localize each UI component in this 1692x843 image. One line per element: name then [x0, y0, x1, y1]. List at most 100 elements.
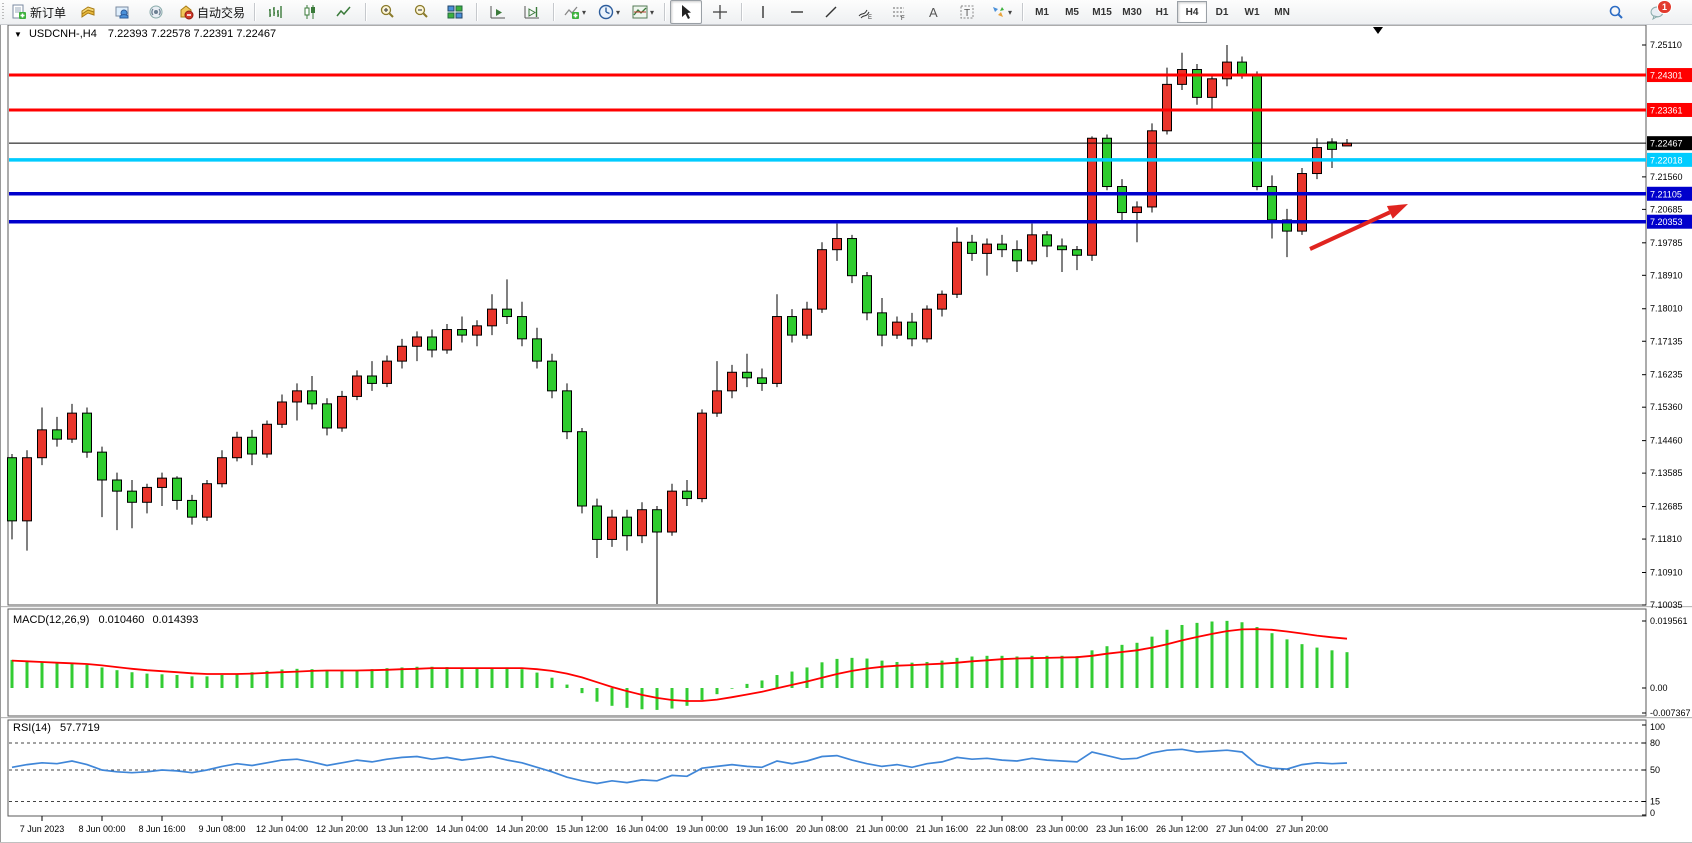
price-tick-label: 7.15360 — [1650, 402, 1683, 412]
text-icon: A — [925, 4, 941, 20]
candle-body — [202, 483, 212, 518]
trendline-button[interactable] — [815, 0, 847, 24]
annotation-arrow-line[interactable] — [1309, 210, 1391, 251]
candle-body — [247, 436, 257, 455]
candle-body — [307, 390, 317, 405]
horizontal-line-icon — [789, 4, 805, 20]
price-tick-label: 7.19785 — [1650, 238, 1683, 248]
chart-shift-marker-icon[interactable] — [1373, 27, 1383, 34]
price-tick-label: 7.13585 — [1650, 468, 1683, 478]
time-tick-label: 21 Jun 16:00 — [916, 824, 968, 834]
macd-main-value: 0.010460 — [98, 614, 145, 626]
timeframe-w1[interactable]: W1 — [1244, 6, 1260, 18]
timeframe-group: M1 M5 M15 M30 H1 H4 D1 W1 MN — [1027, 1, 1297, 23]
time-tick-label: 23 Jun 00:00 — [1036, 824, 1088, 834]
chart-shift-button[interactable] — [516, 0, 548, 24]
indicators-button[interactable]: ▾ — [559, 0, 591, 24]
candle-body — [577, 431, 587, 507]
timeframe-m5[interactable]: M5 — [1065, 6, 1079, 18]
rsi-value: 57.7719 — [59, 722, 100, 734]
toolbar-separator — [476, 3, 478, 21]
timeframe-m30[interactable]: M30 — [1122, 6, 1142, 18]
toolbar-grip[interactable] — [2, 3, 4, 21]
search-button[interactable] — [1600, 0, 1632, 24]
templates-button[interactable]: ▾ — [627, 0, 659, 24]
bar-chart-button[interactable] — [260, 0, 292, 24]
svg-text:A: A — [929, 5, 938, 20]
chart-expander-icon[interactable]: ▼ — [14, 30, 22, 39]
candle-body — [337, 395, 347, 429]
candle-body — [1117, 186, 1127, 214]
text-label-button[interactable]: T — [951, 0, 983, 24]
signals-button[interactable] — [140, 0, 172, 24]
tile-windows-button[interactable] — [439, 0, 471, 24]
macd-signal-value: 0.014393 — [152, 614, 199, 626]
autotrading-icon — [178, 4, 194, 20]
rsi-tick-label: 15 — [1650, 797, 1660, 807]
chat-icon: 1 — [1649, 0, 1672, 20]
time-tick-label: 22 Jun 08:00 — [976, 824, 1028, 834]
candle-body — [457, 329, 467, 336]
timeframe-h4[interactable]: H4 — [1177, 1, 1208, 23]
line-chart-button[interactable] — [328, 0, 360, 24]
new-order-button[interactable]: 新订单 — [7, 0, 70, 24]
candle-body — [667, 490, 677, 533]
annotation-arrow-head[interactable] — [1386, 204, 1408, 219]
market-watch-button[interactable] — [72, 0, 104, 24]
chart-shift-icon — [524, 4, 540, 20]
terminal-button[interactable] — [106, 0, 138, 24]
price-tick-label: 7.25110 — [1650, 40, 1682, 50]
zoom-out-button[interactable] — [405, 0, 437, 24]
candlestick-button[interactable] — [294, 0, 326, 24]
tile-windows-icon — [447, 4, 463, 20]
equidistant-channel-icon: E — [857, 4, 873, 20]
toolbar-separator — [741, 3, 743, 21]
periods-button[interactable]: ▾ — [593, 0, 625, 24]
candle-body — [562, 390, 572, 433]
candle-body — [22, 457, 32, 522]
price-badge-resistance-lower — [1647, 102, 1692, 117]
ohlc-values: 7.22393 7.22578 7.22391 7.22467 — [107, 28, 277, 40]
timeframe-mn[interactable]: MN — [1274, 6, 1290, 18]
candle-body — [112, 479, 122, 492]
price-tick-label: 7.20685 — [1650, 204, 1683, 214]
time-tick-label: 7 Jun 2023 — [20, 824, 65, 834]
candle-body — [52, 429, 62, 440]
auto-scroll-button[interactable] — [482, 0, 514, 24]
time-tick-label: 14 Jun 04:00 — [436, 824, 488, 834]
candle-body — [547, 360, 557, 392]
price-tick-label: 7.17135 — [1650, 336, 1683, 346]
equidistant-channel-button[interactable]: E — [849, 0, 881, 24]
candle-body — [532, 338, 542, 362]
candle-body — [727, 371, 737, 392]
price-tick-label: 7.21560 — [1650, 172, 1683, 182]
candle-body — [772, 316, 782, 384]
text-label-icon: T — [959, 4, 975, 20]
price-badge-level-cyan — [1647, 152, 1692, 167]
vertical-line-button[interactable] — [747, 0, 779, 24]
candle-body — [472, 325, 482, 336]
price-badge-label: 7.22018 — [1650, 155, 1683, 165]
text-button[interactable]: A — [917, 0, 949, 24]
time-tick-label: 27 Jun 20:00 — [1276, 824, 1328, 834]
arrows-button[interactable]: ▾ — [985, 0, 1017, 24]
crosshair-button[interactable] — [704, 0, 736, 24]
cursor-button[interactable] — [670, 0, 703, 24]
chat-button[interactable]: 1 — [1641, 0, 1673, 24]
zoom-in-button[interactable] — [371, 0, 403, 24]
horizontal-line-button[interactable] — [781, 0, 813, 24]
fibonacci-button[interactable]: F — [883, 0, 915, 24]
timeframe-d1[interactable]: D1 — [1215, 6, 1229, 18]
candle-body — [712, 390, 722, 414]
fibonacci-icon: F — [891, 4, 907, 20]
timeframe-m15[interactable]: M15 — [1092, 6, 1112, 18]
candle-body — [67, 412, 77, 440]
timeframe-h1[interactable]: H1 — [1155, 6, 1169, 18]
candle-body — [1027, 234, 1037, 262]
svg-text:T: T — [964, 8, 970, 19]
autotrading-button[interactable]: 自动交易 — [174, 0, 249, 24]
timeframe-m1[interactable]: M1 — [1035, 6, 1049, 18]
time-tick-label: 20 Jun 08:00 — [796, 824, 848, 834]
